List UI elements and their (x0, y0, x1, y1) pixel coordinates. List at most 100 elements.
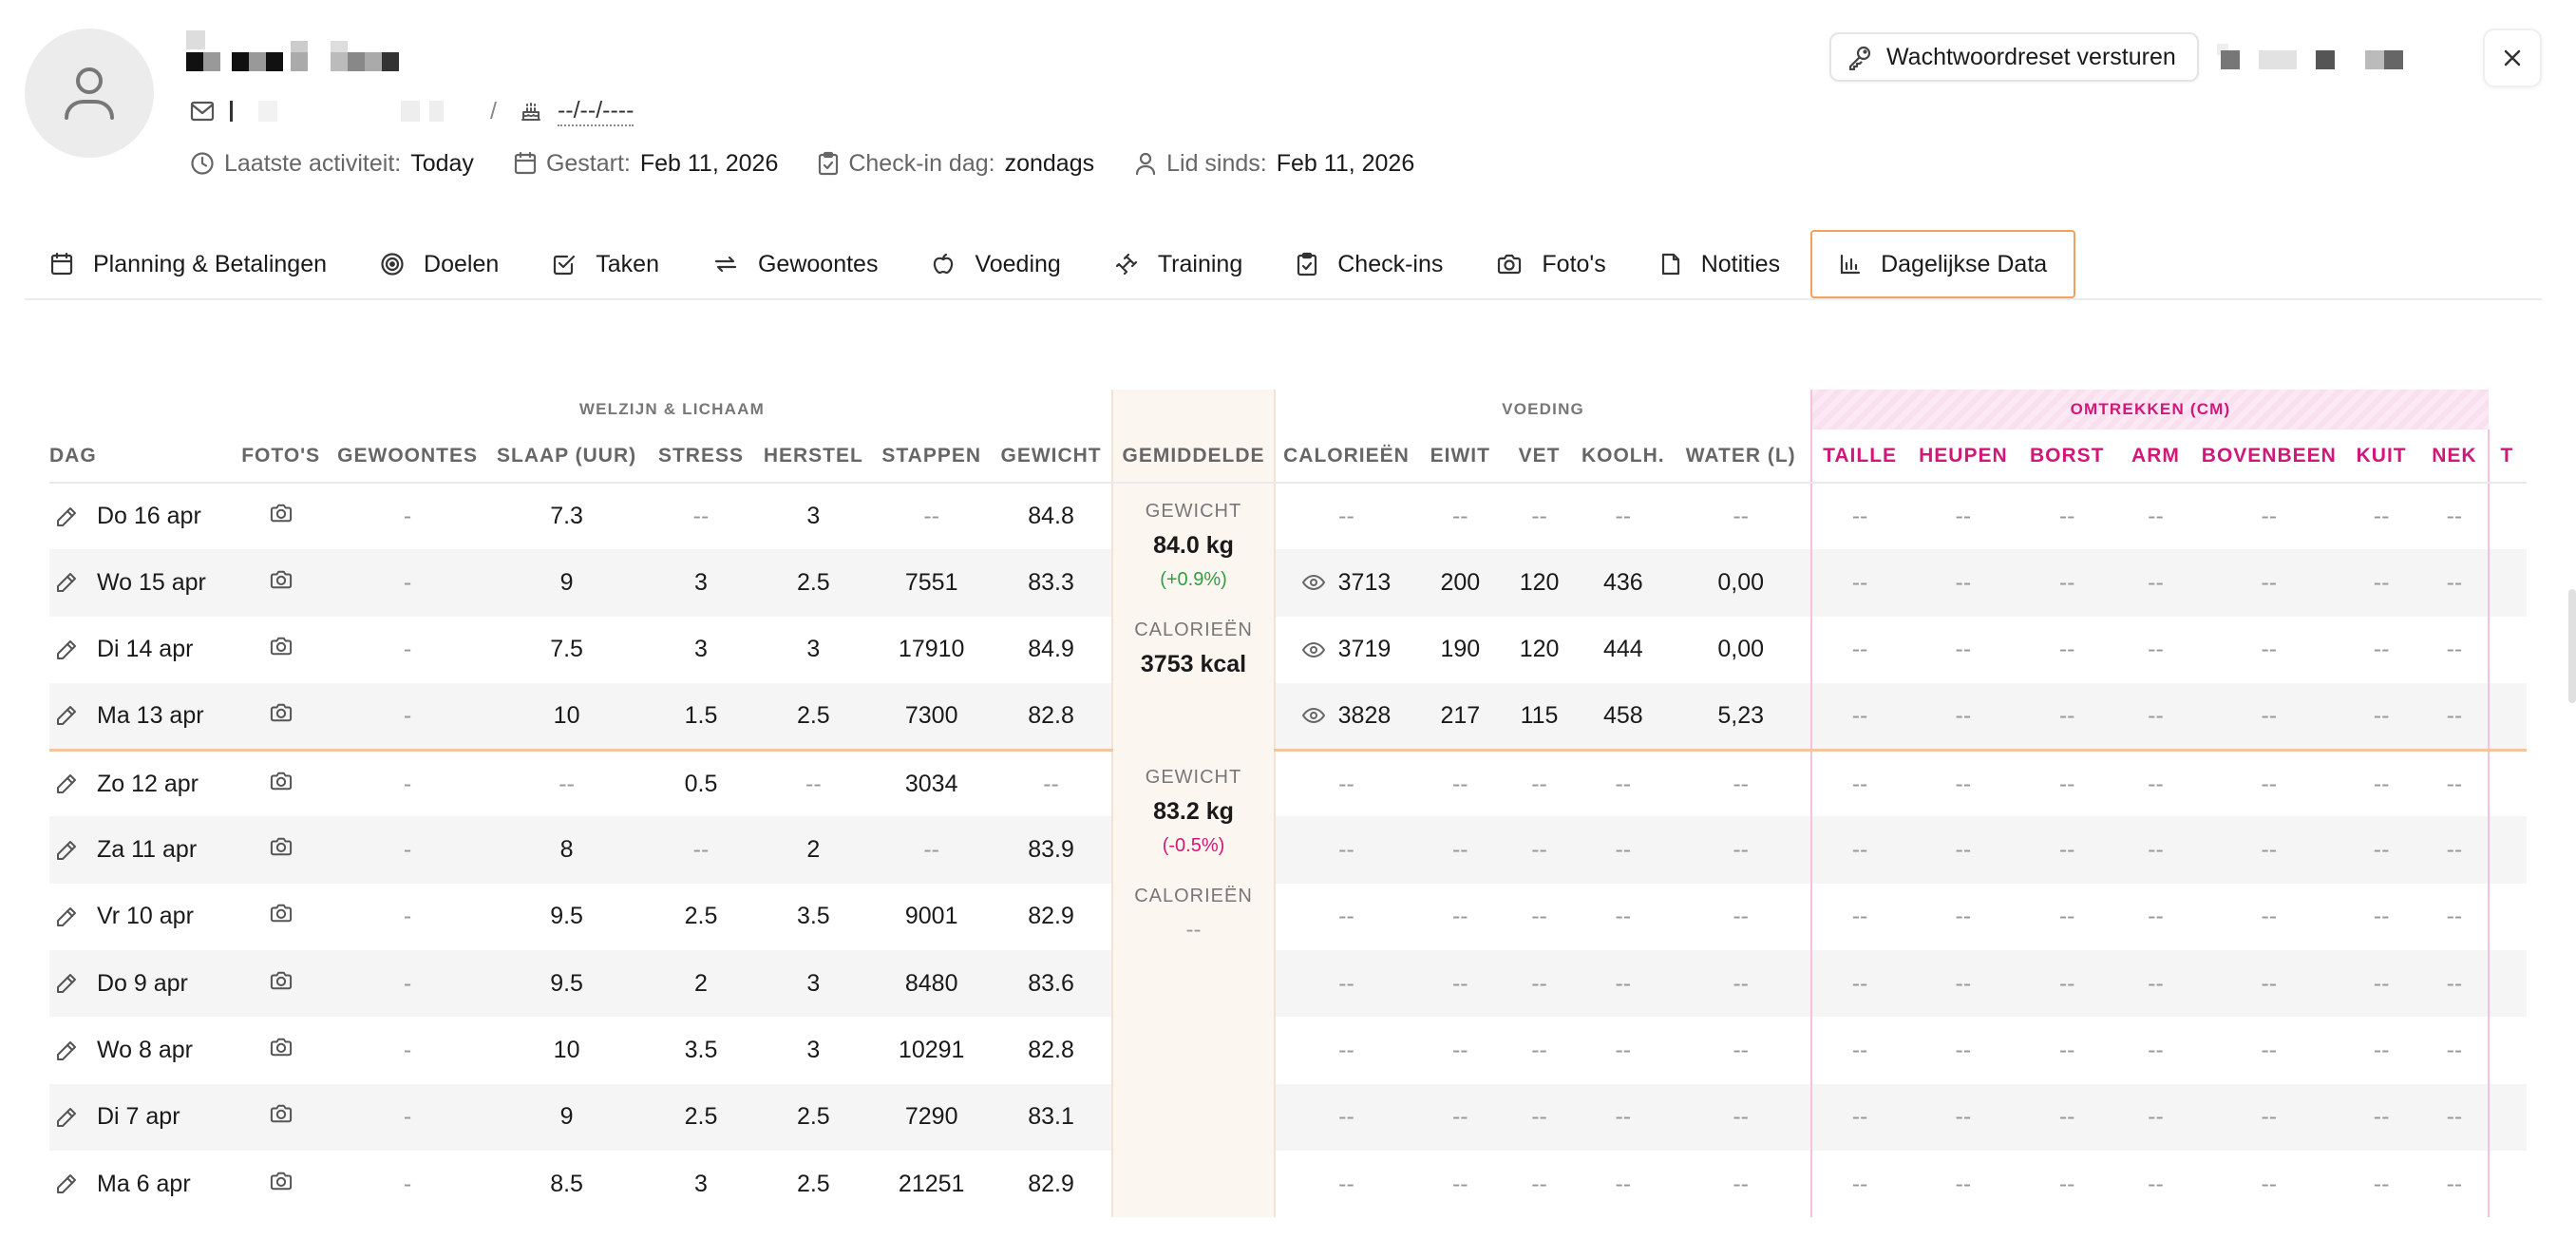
camera-icon[interactable] (269, 1103, 294, 1124)
date-of-birth[interactable]: --/--/---- (557, 97, 635, 126)
table-row[interactable]: Di 7 apr -9 2.5 2.5 7290 83.1 -- -- -- -- -- -- -- --… (49, 1083, 2527, 1151)
tab-notities[interactable]: Notities (1633, 230, 1807, 298)
camera-icon (1498, 254, 1522, 275)
col-slaap[interactable]: SLAAP (UUR) (485, 429, 648, 484)
table-row[interactable]: Zo 12 apr - -- 0.5 -- 3034 -- GEWICHT 83.2 kg … (49, 750, 2527, 1218)
pencil-icon[interactable] (55, 571, 78, 594)
meta-label: Laatste activiteit: (224, 149, 402, 177)
col-water[interactable]: WATER (L) (1670, 429, 1812, 484)
cell-fotos[interactable] (233, 1017, 330, 1083)
cell-taille: -- (1810, 1083, 1907, 1151)
cell-weekly-average: GEWICHT 84.0 kg (+0.9%) CALORIEËN 3753 k… (1111, 483, 1276, 751)
pencil-icon[interactable] (55, 505, 78, 528)
cell-fotos[interactable] (233, 483, 330, 549)
camera-icon[interactable] (269, 569, 294, 590)
col-fotos[interactable]: FOTO'S (232, 429, 330, 484)
col-eiwit[interactable]: EIWIT (1417, 429, 1504, 484)
table-row[interactable]: Vr 10 apr - 9.5 2.5 3.5 9001 82.9 -- -- -- -- -- -- -… (49, 883, 2527, 951)
tab-training[interactable]: Training (1088, 230, 1269, 298)
cell-fotos[interactable] (232, 950, 330, 1018)
col-taille[interactable]: TAILLE (1810, 429, 1907, 484)
cell-fotos[interactable] (233, 884, 330, 950)
cell-herstel: 2.5 (754, 549, 873, 617)
tab-planning-betalingen[interactable]: Planning & Betalingen (25, 230, 353, 298)
table-row[interactable]: Di 14 apr - 7.5 3 3 17910 84.9 3719 190 120 444 0,0… (49, 616, 2527, 683)
pencil-icon[interactable] (55, 972, 78, 995)
pencil-icon[interactable] (55, 1106, 78, 1129)
col-gewicht[interactable]: GEWICHT (990, 429, 1113, 484)
tab-voeding[interactable]: Voeding (904, 230, 1087, 298)
pencil-icon[interactable] (55, 905, 78, 928)
col-gemiddelde[interactable]: GEMIDDELDE (1111, 429, 1276, 484)
table-row[interactable]: Ma 6 apr - 8.5 3 2.5 21251 82.9 -- -- -- -- -- -- -- -… (49, 1150, 2527, 1218)
close-button[interactable] (2483, 29, 2542, 87)
col-gewoontes[interactable]: GEWOONTES (329, 429, 486, 484)
cell-herstel: 3 (754, 950, 873, 1018)
cell-fotos[interactable] (233, 617, 330, 683)
pencil-icon[interactable] (55, 772, 78, 795)
table-row[interactable]: Do 9 apr -9.5 2 3 8480 83.6 -- -- -- -- -- -- -- -- --… (49, 950, 2527, 1018)
cell-gewoontes: - (329, 816, 486, 884)
pencil-icon[interactable] (55, 704, 78, 727)
reset-password-button[interactable]: Wachtwoordreset versturen (1829, 32, 2199, 82)
col-borst[interactable]: BORST (2019, 429, 2115, 484)
tab-gewoontes[interactable]: Gewoontes (686, 230, 904, 298)
tab-taken[interactable]: Taken (525, 230, 686, 298)
table-row[interactable]: Do 16 apr -7.3 -- 3 -- 84.8 GEWICHT 84.0 kg (… (49, 483, 2527, 751)
col-stress[interactable]: STRESS (647, 429, 755, 484)
col-t[interactable]: T (2487, 429, 2527, 484)
col-herstel[interactable]: HERSTEL (754, 429, 873, 484)
eye-icon[interactable] (1301, 641, 1325, 658)
cell-bovenbeen: -- (2261, 503, 2278, 530)
col-koolh[interactable]: KOOLH. (1575, 429, 1671, 484)
camera-icon[interactable] (269, 836, 294, 857)
tab-label: Foto's (1542, 250, 1606, 277)
table-row[interactable]: Wo 8 apr - 10 3.5 3 10291 82.8 -- -- -- -- -- -- -- --… (49, 1017, 2527, 1084)
cell-fotos[interactable] (232, 682, 330, 752)
cell-taille: -- (1810, 1150, 1907, 1218)
eye-icon[interactable] (1301, 707, 1325, 724)
meta-value: Feb 11, 2026 (639, 149, 779, 177)
camera-icon[interactable] (269, 1171, 294, 1191)
camera-icon[interactable] (269, 1037, 294, 1058)
tab-check-ins[interactable]: Check-ins (1269, 230, 1469, 298)
tab-dagelijkse-data[interactable]: Dagelijkse Data (1810, 230, 2076, 298)
scrollbar[interactable] (2568, 589, 2576, 703)
col-calorieen[interactable]: CALORIEËN (1274, 429, 1418, 484)
camera-icon[interactable] (269, 771, 294, 791)
col-nek[interactable]: NEK (2421, 429, 2489, 484)
cell-fotos[interactable] (233, 1151, 330, 1217)
day-label: Ma 13 apr (97, 701, 204, 729)
tab-doelen[interactable]: Doelen (353, 230, 525, 298)
daily-data-table-container[interactable]: WELZIJN & LICHAAM VOEDING OMTREKKEN (CM)… (49, 390, 2527, 1239)
pencil-icon[interactable] (55, 839, 78, 862)
col-dag[interactable]: DAG (49, 429, 233, 484)
eye-icon[interactable] (1301, 574, 1325, 591)
table-row[interactable]: Ma 13 apr -10 1.5 2.5 7300 82.8 3828 217 115 458 5… (49, 682, 2527, 752)
camera-icon[interactable] (269, 503, 294, 524)
camera-icon[interactable] (269, 903, 294, 924)
tab-label: Gewoontes (757, 250, 879, 277)
tab-fotos[interactable]: Foto's (1469, 230, 1632, 298)
table-row[interactable]: Za 11 apr -8 -- 2 -- 83.9 -- -- -- -- -- -- -- -- -- --… (49, 816, 2527, 884)
col-bovenbeen[interactable]: BOVENBEEN (2196, 429, 2342, 484)
cell-fotos[interactable] (232, 549, 330, 617)
cell-fotos[interactable] (232, 816, 330, 884)
cell-fotos[interactable] (232, 1083, 330, 1151)
col-vet[interactable]: VET (1503, 429, 1576, 484)
camera-icon[interactable] (269, 636, 294, 657)
pencil-icon[interactable] (55, 1039, 78, 1062)
cell-koolh: -- (1575, 1083, 1671, 1151)
col-stappen[interactable]: STAPPEN (872, 429, 991, 484)
table-row[interactable]: Wo 15 apr -9 3 2.5 7551 83.3 3713 200 120 436 0,00… (49, 549, 2527, 617)
col-kuit[interactable]: KUIT (2341, 429, 2422, 484)
col-heupen[interactable]: HEUPEN (1906, 429, 2020, 484)
pencil-icon[interactable] (55, 1172, 78, 1195)
col-arm[interactable]: ARM (2114, 429, 2197, 484)
cell-eiwit: -- (1451, 503, 1468, 530)
camera-icon[interactable] (269, 702, 294, 723)
camera-icon[interactable] (269, 970, 294, 991)
cell-heupen: -- (1955, 1037, 1972, 1064)
pencil-icon[interactable] (55, 639, 78, 661)
cell-fotos[interactable] (233, 750, 330, 816)
